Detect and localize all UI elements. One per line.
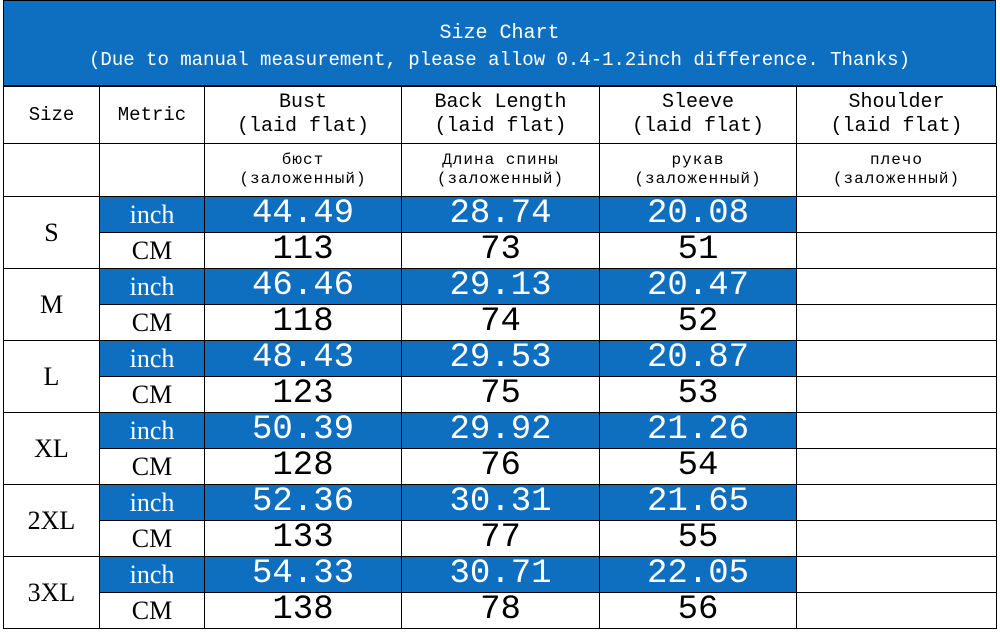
measurement-note: (Due to manual measurement, please allow…: [89, 49, 910, 71]
table-row: CM 133 77 55: [4, 520, 997, 557]
empty-header-cell: [99, 143, 205, 197]
measure-cell: 30.31: [401, 484, 600, 521]
unit-label: CM: [99, 304, 205, 341]
sleeve-header-ru: рукав (заложенный): [599, 143, 797, 197]
measure-cell: 78: [401, 592, 600, 629]
table-row: 3XL inch 54.33 30.71 22.05: [3, 556, 997, 629]
metric-header: Metric: [99, 86, 205, 144]
measure-cell: [796, 484, 997, 521]
size-label: 3XL: [3, 556, 100, 629]
shoulder-header: Shoulder (laid flat): [796, 86, 997, 144]
measure-cell: 128: [204, 448, 402, 485]
size-label: XL: [3, 412, 100, 485]
bust-header: Bust (laid flat): [204, 86, 402, 144]
unit-label: inch: [99, 484, 205, 521]
measure-cell: 133: [204, 520, 402, 557]
measure-cell: 56: [599, 592, 797, 629]
measure-cell: 74: [401, 304, 600, 341]
shoulder-header-ru: плечо (заложенный): [796, 143, 997, 197]
size-label: 2XL: [3, 484, 100, 557]
measure-cell: 53: [599, 376, 797, 413]
measure-cell: 54.33: [204, 556, 402, 593]
unit-label: CM: [99, 520, 205, 557]
measure-cell: [796, 196, 997, 233]
measure-cell: 54: [599, 448, 797, 485]
measure-cell: 52: [599, 304, 797, 341]
table-row: CM 118 74 52: [4, 304, 997, 341]
size-header: Size: [3, 86, 100, 144]
table-row: XL inch 50.39 29.92 21.26: [3, 412, 997, 485]
measure-cell: 51: [599, 232, 797, 269]
unit-label: CM: [99, 592, 205, 629]
measure-cell: 118: [204, 304, 402, 341]
measure-cell: 46.46: [204, 268, 402, 305]
size-table: Size Metric Bust (laid flat) Back Length(…: [3, 86, 997, 629]
measure-cell: 20.87: [599, 340, 797, 377]
size-label: S: [3, 196, 100, 269]
measure-cell: 20.47: [599, 268, 797, 305]
back-length-header-ru: Длина спины (заложенный): [401, 143, 600, 197]
measure-cell: 52.36: [204, 484, 402, 521]
measure-cell: 21.65: [599, 484, 797, 521]
header-row-russian: бюст (заложенный) Длина спины (заложенный)…: [3, 143, 997, 197]
measure-cell: 29.53: [401, 340, 600, 377]
measure-cell: 48.43: [204, 340, 402, 377]
sleeve-header: Sleeve (laid flat): [599, 86, 797, 144]
measure-cell: 44.49: [204, 196, 402, 233]
measure-cell: [796, 448, 997, 485]
measure-cell: 20.08: [599, 196, 797, 233]
chart-title: Size Chart: [439, 22, 560, 45]
table-row: 2XL inch 52.36 30.31 21.65: [3, 484, 997, 557]
unit-label: inch: [99, 196, 205, 233]
measure-cell: 21.26: [599, 412, 797, 449]
measure-cell: [796, 520, 997, 557]
measure-cell: [796, 556, 997, 593]
unit-label: inch: [99, 412, 205, 449]
measure-cell: 113: [204, 232, 402, 269]
measure-cell: 75: [401, 376, 600, 413]
unit-label: CM: [99, 232, 205, 269]
measure-cell: 22.05: [599, 556, 797, 593]
measure-cell: 55: [599, 520, 797, 557]
measure-cell: [796, 592, 997, 629]
back-length-header: Back Length (laid flat): [401, 86, 600, 144]
size-label: M: [3, 268, 100, 341]
measure-cell: 76: [401, 448, 600, 485]
measure-cell: [796, 412, 997, 449]
measure-cell: [796, 268, 997, 305]
empty-header-cell: [3, 143, 100, 197]
header-row-english: Size Metric Bust (laid flat) Back Length(…: [3, 86, 997, 144]
measure-cell: 50.39: [204, 412, 402, 449]
unit-label: inch: [99, 268, 205, 305]
unit-label: CM: [99, 376, 205, 413]
unit-label: inch: [99, 340, 205, 377]
measure-cell: 77: [401, 520, 600, 557]
measure-cell: 28.74: [401, 196, 600, 233]
measure-cell: 123: [204, 376, 402, 413]
table-row: CM 113 73 51: [4, 232, 997, 269]
measure-cell: [796, 376, 997, 413]
measure-cell: 138: [204, 592, 402, 629]
unit-label: inch: [99, 556, 205, 593]
measure-cell: 30.71: [401, 556, 600, 593]
table-row: CM 128 76 54: [4, 448, 997, 485]
measure-cell: [796, 304, 997, 341]
measure-cell: [796, 232, 997, 269]
size-label: L: [3, 340, 100, 413]
measure-cell: 73: [401, 232, 600, 269]
bust-header-ru: бюст (заложенный): [204, 143, 402, 197]
measure-cell: 29.13: [401, 268, 600, 305]
measure-cell: [796, 340, 997, 377]
unit-label: CM: [99, 448, 205, 485]
table-row: CM 123 75 53: [4, 376, 997, 413]
measure-cell: 29.92: [401, 412, 600, 449]
table-row: CM 138 78 56: [4, 592, 997, 629]
size-chart-banner: Size Chart (Due to manual measurement, p…: [3, 0, 996, 86]
